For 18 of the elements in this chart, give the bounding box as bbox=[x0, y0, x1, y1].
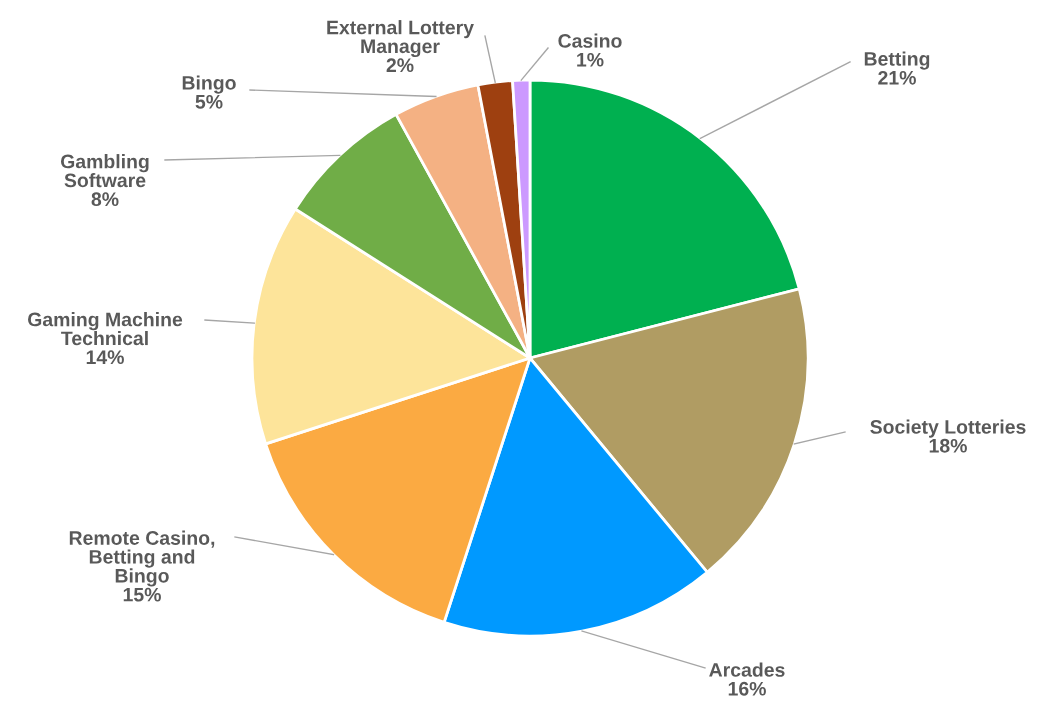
data-label: 14% bbox=[86, 350, 124, 365]
data-label: 16% bbox=[728, 681, 766, 696]
slice-label: Remote Casino, Betting and Bingo bbox=[69, 530, 215, 587]
slice-label: External Lottery Manager bbox=[327, 20, 474, 58]
data-label: 18% bbox=[929, 438, 967, 453]
slice-label: Betting bbox=[864, 51, 930, 70]
slice-label: Gaming Machine Technical bbox=[28, 312, 183, 346]
slice-label: Gambling Software bbox=[60, 154, 149, 188]
data-label: 5% bbox=[195, 94, 223, 109]
data-label: 15% bbox=[123, 587, 161, 602]
slice-label: Society Lotteries bbox=[870, 419, 1026, 438]
slice-label: Arcades bbox=[709, 662, 785, 677]
slice-label: Bingo bbox=[182, 75, 236, 94]
data-label: 1% bbox=[577, 52, 604, 67]
data-label: 8% bbox=[91, 192, 119, 207]
data-label: 21% bbox=[878, 70, 916, 85]
slice-label: Casino bbox=[558, 33, 622, 48]
data-label: 2% bbox=[386, 58, 414, 73]
